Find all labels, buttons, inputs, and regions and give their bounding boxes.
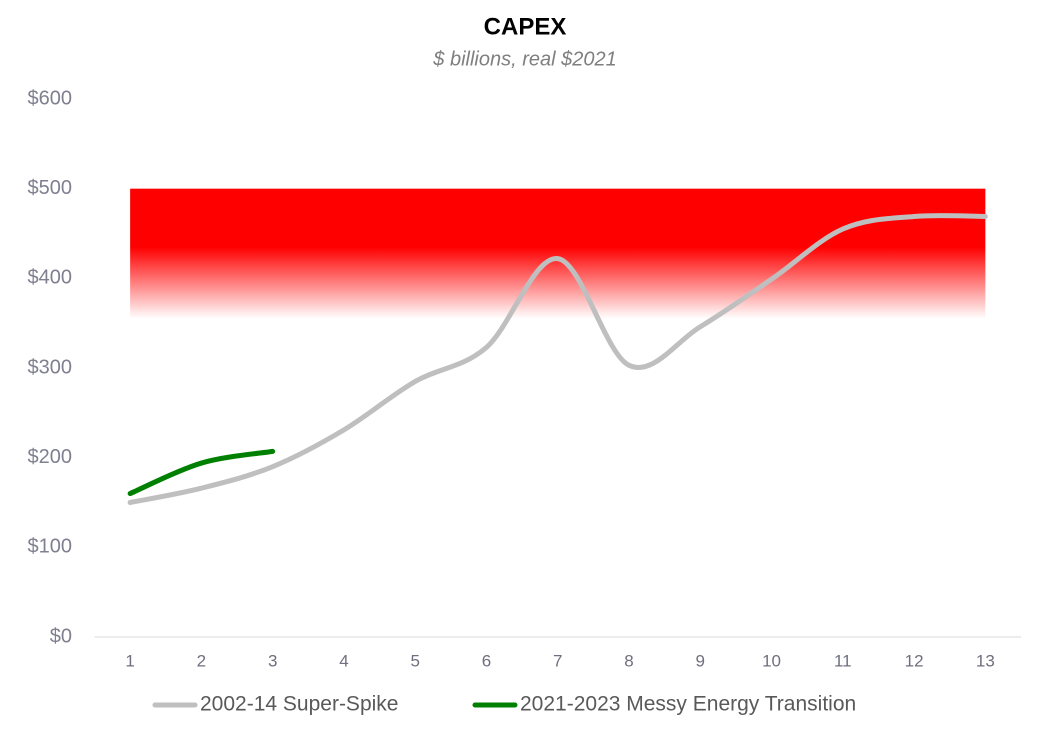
y-tick-label: $500 xyxy=(28,177,73,199)
x-tick-label: 6 xyxy=(482,651,491,670)
x-tick-label: 4 xyxy=(339,651,348,670)
shaded-range xyxy=(130,188,986,319)
chart-subtitle: $ billions, real $2021 xyxy=(432,48,616,70)
x-tick-label: 10 xyxy=(762,651,781,670)
legend-label: 2002-14 Super-Spike xyxy=(200,693,398,716)
y-tick-label: $0 xyxy=(50,625,72,647)
chart-title: CAPEX xyxy=(484,13,567,40)
x-tick-label: 8 xyxy=(624,651,633,670)
x-tick-label: 2 xyxy=(197,651,206,670)
x-tick-label: 3 xyxy=(268,651,277,670)
y-tick-label: $300 xyxy=(28,356,73,378)
x-tick-label: 11 xyxy=(834,651,852,670)
series-line xyxy=(127,448,276,497)
y-tick-label: $600 xyxy=(28,87,73,109)
series-line xyxy=(127,213,988,505)
x-tick-label: 13 xyxy=(976,651,995,670)
x-tick-label: 1 xyxy=(125,651,134,670)
x-tick-label: 12 xyxy=(905,651,924,670)
x-tick-label: 9 xyxy=(696,651,705,670)
y-tick-label: $100 xyxy=(28,536,73,558)
y-tick-label: $400 xyxy=(28,267,73,289)
x-tick-label: 5 xyxy=(410,651,419,670)
y-tick-label: $200 xyxy=(28,446,73,468)
legend-label: 2021-2023 Messy Energy Transition xyxy=(520,693,856,716)
x-tick-label: 7 xyxy=(553,651,562,670)
